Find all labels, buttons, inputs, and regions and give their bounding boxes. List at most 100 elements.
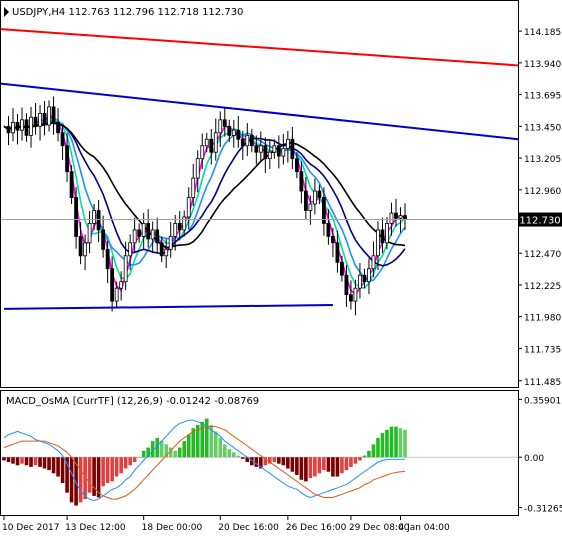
candle-body[interactable] bbox=[132, 229, 137, 244]
candle-body[interactable] bbox=[245, 134, 250, 147]
candle-body[interactable] bbox=[367, 268, 371, 283]
candle-body[interactable] bbox=[299, 171, 304, 192]
candle-body[interactable] bbox=[398, 215, 403, 219]
osma-bar bbox=[367, 450, 371, 458]
candle-body[interactable] bbox=[290, 138, 295, 160]
collapse-arrow-icon[interactable] bbox=[4, 7, 9, 17]
candle-body[interactable] bbox=[96, 210, 101, 231]
trendlines[interactable] bbox=[0, 28, 519, 310]
candle-body[interactable] bbox=[186, 197, 191, 218]
candle-body[interactable] bbox=[389, 212, 394, 224]
candle-body[interactable] bbox=[236, 129, 241, 140]
candle-body[interactable] bbox=[394, 212, 398, 219]
candle-body[interactable] bbox=[231, 129, 236, 136]
candle-body[interactable] bbox=[92, 210, 97, 224]
candle-body[interactable] bbox=[222, 119, 227, 127]
candle-body[interactable] bbox=[349, 294, 353, 302]
candle-body[interactable] bbox=[312, 190, 317, 205]
candle-body[interactable] bbox=[56, 122, 60, 134]
trendline[interactable] bbox=[3, 304, 333, 310]
candle-body[interactable] bbox=[276, 145, 281, 157]
candle-body[interactable] bbox=[317, 190, 322, 198]
candle-body[interactable] bbox=[200, 145, 205, 160]
candle-body[interactable] bbox=[24, 119, 29, 136]
candle-body[interactable] bbox=[74, 197, 78, 237]
candle-body[interactable] bbox=[294, 158, 299, 173]
candle-body[interactable] bbox=[353, 287, 358, 302]
candle-body[interactable] bbox=[42, 112, 47, 126]
candle-body[interactable] bbox=[29, 116, 33, 136]
osma-bar bbox=[182, 441, 187, 458]
candle-body[interactable] bbox=[164, 248, 169, 257]
candle-body[interactable] bbox=[263, 145, 268, 160]
candle-body[interactable] bbox=[358, 274, 362, 289]
candle-body[interactable] bbox=[78, 235, 83, 257]
candle-body[interactable] bbox=[326, 223, 331, 237]
candle-body[interactable] bbox=[281, 147, 286, 157]
candle-body[interactable] bbox=[60, 132, 65, 147]
candle-body[interactable] bbox=[249, 134, 254, 147]
candle-body[interactable] bbox=[65, 145, 69, 173]
candle-body[interactable] bbox=[258, 145, 263, 153]
candle-body[interactable] bbox=[371, 255, 376, 270]
candle-body[interactable] bbox=[119, 281, 124, 289]
candle-body[interactable] bbox=[155, 229, 160, 244]
trendline[interactable] bbox=[0, 28, 519, 67]
candle-body[interactable] bbox=[227, 125, 232, 136]
trendline[interactable] bbox=[0, 82, 519, 141]
candle-body[interactable] bbox=[6, 125, 11, 134]
candle-body[interactable] bbox=[47, 106, 51, 126]
candlesticks[interactable] bbox=[6, 96, 407, 316]
candle-body[interactable] bbox=[141, 223, 146, 237]
candle-body[interactable] bbox=[321, 197, 326, 224]
candle-body[interactable] bbox=[150, 229, 155, 240]
candle-body[interactable] bbox=[20, 119, 24, 131]
candle-body[interactable] bbox=[87, 223, 92, 244]
candle-body[interactable] bbox=[340, 261, 344, 276]
candle-body[interactable] bbox=[137, 229, 142, 237]
candle-body[interactable] bbox=[168, 235, 173, 250]
candle-body[interactable] bbox=[38, 112, 42, 127]
price-tick-label: 111.980 bbox=[524, 314, 561, 324]
candle-body[interactable] bbox=[213, 132, 218, 153]
candle-body[interactable] bbox=[83, 242, 88, 257]
candle-body[interactable] bbox=[303, 190, 308, 211]
candle-body[interactable] bbox=[114, 287, 119, 302]
candle-body[interactable] bbox=[110, 268, 115, 302]
candle-body[interactable] bbox=[33, 116, 38, 127]
candle-body[interactable] bbox=[128, 242, 133, 257]
candle-body[interactable] bbox=[11, 122, 15, 134]
candle-body[interactable] bbox=[308, 203, 313, 211]
candle-body[interactable] bbox=[51, 106, 56, 123]
candle-body[interactable] bbox=[146, 223, 151, 240]
candle-body[interactable] bbox=[173, 223, 178, 237]
candle-body[interactable] bbox=[101, 229, 106, 250]
candle-body[interactable] bbox=[105, 248, 110, 270]
candle-body[interactable] bbox=[15, 122, 20, 131]
candle-body[interactable] bbox=[123, 255, 128, 283]
candle-body[interactable] bbox=[240, 138, 245, 147]
candle-body[interactable] bbox=[191, 177, 196, 198]
candle-body[interactable] bbox=[331, 235, 335, 244]
candle-body[interactable] bbox=[204, 138, 209, 147]
candle-body[interactable] bbox=[385, 223, 389, 244]
candle-body[interactable] bbox=[376, 229, 380, 257]
candle-body[interactable] bbox=[69, 171, 74, 198]
candle-body[interactable] bbox=[177, 223, 182, 231]
macd-tick-label: 0.35901 bbox=[524, 396, 561, 406]
candle-body[interactable] bbox=[267, 151, 272, 160]
candle-body[interactable] bbox=[195, 158, 200, 179]
candle-body[interactable] bbox=[380, 229, 385, 244]
candle-body[interactable] bbox=[362, 274, 367, 283]
candle-body[interactable] bbox=[209, 138, 214, 153]
candle-body[interactable] bbox=[335, 242, 340, 263]
candle-body[interactable] bbox=[254, 145, 259, 153]
candle-body[interactable] bbox=[344, 274, 349, 296]
candle-body[interactable] bbox=[182, 216, 187, 231]
candle-body[interactable] bbox=[272, 145, 277, 153]
candle-body[interactable] bbox=[403, 215, 407, 220]
candle-body[interactable] bbox=[285, 138, 290, 149]
candle-body[interactable] bbox=[159, 242, 164, 257]
candle-body[interactable] bbox=[218, 119, 223, 134]
